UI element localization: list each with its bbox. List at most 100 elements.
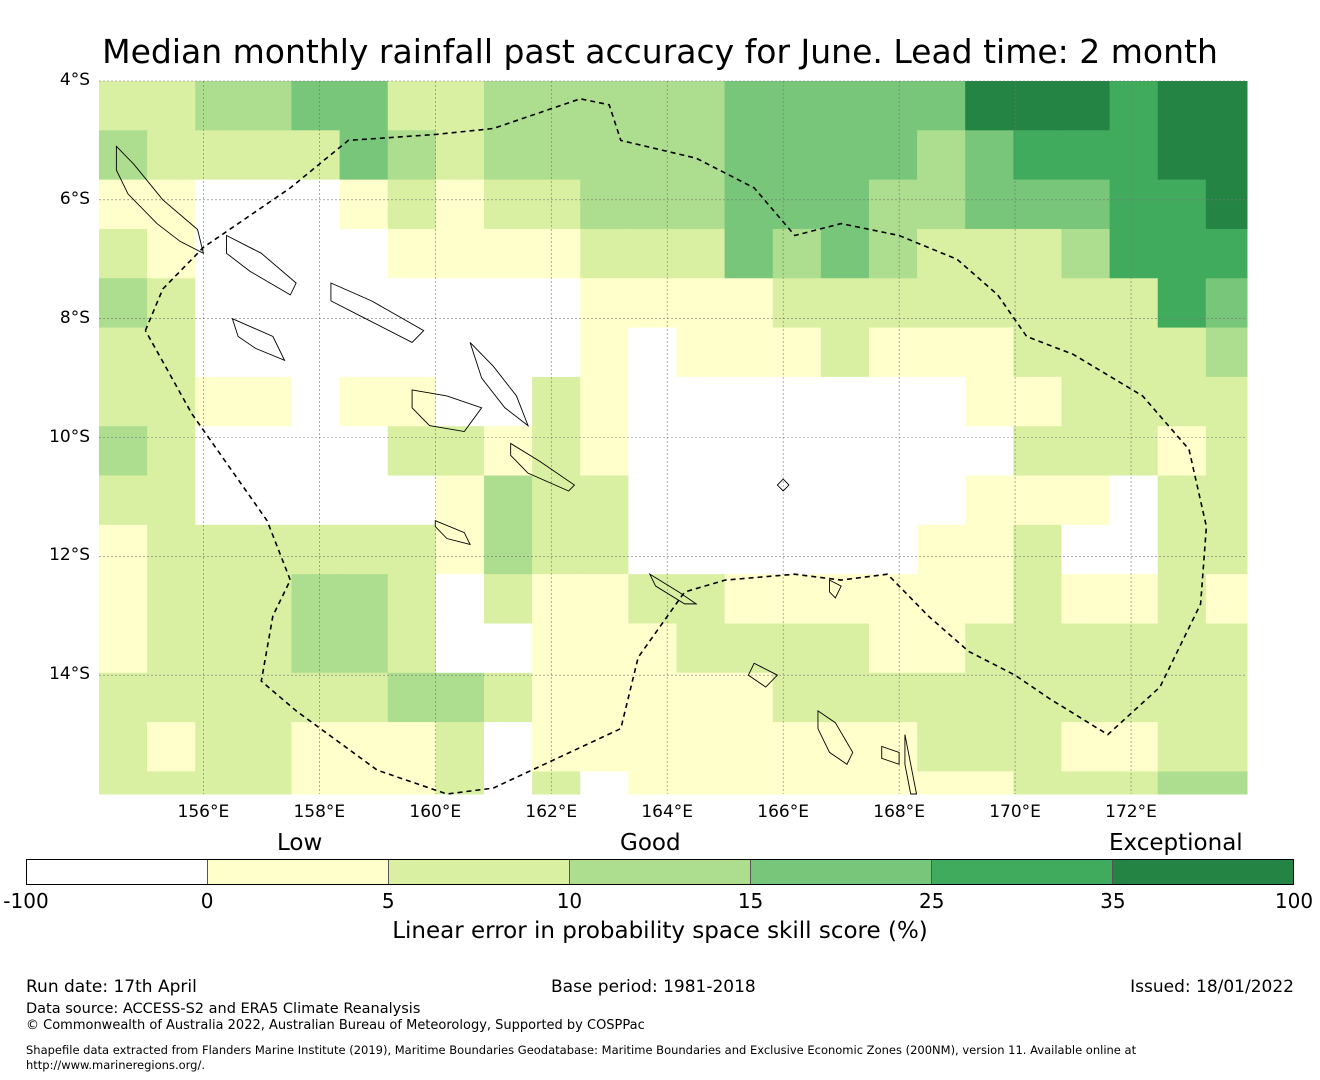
grid-cell bbox=[676, 475, 726, 526]
island-outline bbox=[817, 709, 854, 765]
grid-cell bbox=[820, 179, 870, 230]
grid-cell bbox=[965, 475, 1014, 526]
grid-cell bbox=[820, 376, 870, 427]
grid-cell bbox=[147, 130, 196, 181]
colorbar-tick-label: -100 bbox=[3, 889, 49, 913]
grid-cell bbox=[243, 722, 292, 772]
base-period: Base period: 1981-2018 bbox=[551, 977, 756, 997]
grid-cell bbox=[339, 672, 389, 723]
grid-cell bbox=[1061, 278, 1111, 329]
grid-cell bbox=[724, 771, 774, 795]
grid-cell bbox=[99, 327, 148, 378]
island-outline bbox=[411, 389, 483, 433]
grid-cell bbox=[676, 574, 726, 624]
grid-cell bbox=[1013, 672, 1062, 723]
grid-cell bbox=[435, 81, 485, 131]
grid-cell bbox=[965, 623, 1014, 674]
grid-cell bbox=[1157, 722, 1207, 772]
grid-cell bbox=[1013, 376, 1062, 427]
grid-cell bbox=[1157, 81, 1207, 131]
grid-cell bbox=[435, 574, 485, 624]
grid-cell bbox=[580, 81, 629, 131]
grid-cell bbox=[243, 228, 292, 279]
grid-cell bbox=[820, 81, 870, 131]
grid-cell bbox=[147, 228, 196, 279]
grid-cell bbox=[532, 426, 581, 477]
grid-cell bbox=[676, 179, 726, 230]
grid-cell bbox=[243, 426, 292, 477]
grid-cell bbox=[580, 376, 629, 427]
grid-cell bbox=[965, 771, 1014, 795]
grid-cell bbox=[291, 179, 341, 230]
grid-cell bbox=[1061, 771, 1111, 795]
grid-cell bbox=[676, 771, 726, 795]
grid-cell bbox=[868, 278, 918, 329]
longitude-tick-label: 170°E bbox=[989, 802, 1041, 822]
grid-cell bbox=[243, 179, 292, 230]
grid-cell bbox=[820, 228, 870, 279]
grid-cell bbox=[628, 672, 677, 723]
grid-cell bbox=[772, 672, 822, 723]
grid-cell bbox=[339, 771, 389, 795]
grid-cell bbox=[724, 475, 774, 526]
grid-cell bbox=[339, 426, 389, 477]
grid-cell bbox=[1205, 722, 1248, 772]
grid-cell bbox=[580, 327, 629, 378]
grid-cell bbox=[628, 376, 677, 427]
grid-cell bbox=[676, 278, 726, 329]
grid-cell bbox=[1109, 426, 1159, 477]
grid-cell bbox=[1109, 278, 1159, 329]
grid-cell bbox=[628, 524, 677, 575]
grid-cell bbox=[1013, 81, 1062, 131]
grid-cell bbox=[1157, 130, 1207, 181]
grid-cell bbox=[772, 278, 822, 329]
grid-cell bbox=[676, 623, 726, 674]
grid-cell bbox=[724, 722, 774, 772]
grid-cell bbox=[580, 722, 629, 772]
grid-cell bbox=[1061, 179, 1111, 230]
grid-cell bbox=[917, 524, 966, 575]
grid-cell bbox=[1205, 574, 1248, 624]
grid-cell bbox=[387, 524, 437, 575]
grid-cell bbox=[483, 574, 533, 624]
grid-cell bbox=[243, 475, 292, 526]
grid-cell bbox=[1205, 228, 1248, 279]
grid-cell bbox=[1157, 771, 1207, 795]
grid-cell bbox=[387, 130, 437, 181]
grid-cell bbox=[195, 81, 244, 131]
grid-cell bbox=[435, 426, 485, 477]
grid-cell bbox=[868, 771, 918, 795]
grid-cell bbox=[1061, 130, 1111, 181]
grid-cell bbox=[965, 672, 1014, 723]
grid-cell bbox=[387, 179, 437, 230]
grid-cell bbox=[1061, 376, 1111, 427]
grid-cell bbox=[1061, 426, 1111, 477]
grid-cell bbox=[291, 376, 341, 427]
latitude-tick-label: 12°S bbox=[49, 545, 90, 566]
grid-cell bbox=[147, 672, 196, 723]
grid-cell bbox=[580, 524, 629, 575]
longitude-tick-label: 172°E bbox=[1105, 802, 1157, 822]
grid-cell bbox=[1013, 130, 1062, 181]
grid-cell bbox=[99, 228, 148, 279]
map-gridlines bbox=[99, 80, 1247, 794]
grid-cell bbox=[1013, 722, 1062, 772]
grid-cell bbox=[147, 475, 196, 526]
grid-cell bbox=[435, 722, 485, 772]
grid-cell bbox=[435, 623, 485, 674]
colorbar-segment bbox=[27, 860, 208, 884]
grid-cell bbox=[676, 228, 726, 279]
grid-cell bbox=[195, 179, 244, 230]
grid-cell bbox=[724, 574, 774, 624]
grid-cell bbox=[483, 672, 533, 723]
category-good-label: Good bbox=[620, 830, 681, 856]
grid-cell bbox=[243, 130, 292, 181]
grid-cell bbox=[820, 130, 870, 181]
grid-cell bbox=[1205, 179, 1248, 230]
grid-cell bbox=[1157, 327, 1207, 378]
grid-cell bbox=[291, 623, 341, 674]
grid-cell bbox=[1109, 376, 1159, 427]
grid-cell bbox=[1061, 327, 1111, 378]
grid-cell bbox=[1157, 426, 1207, 477]
grid-cell bbox=[965, 278, 1014, 329]
